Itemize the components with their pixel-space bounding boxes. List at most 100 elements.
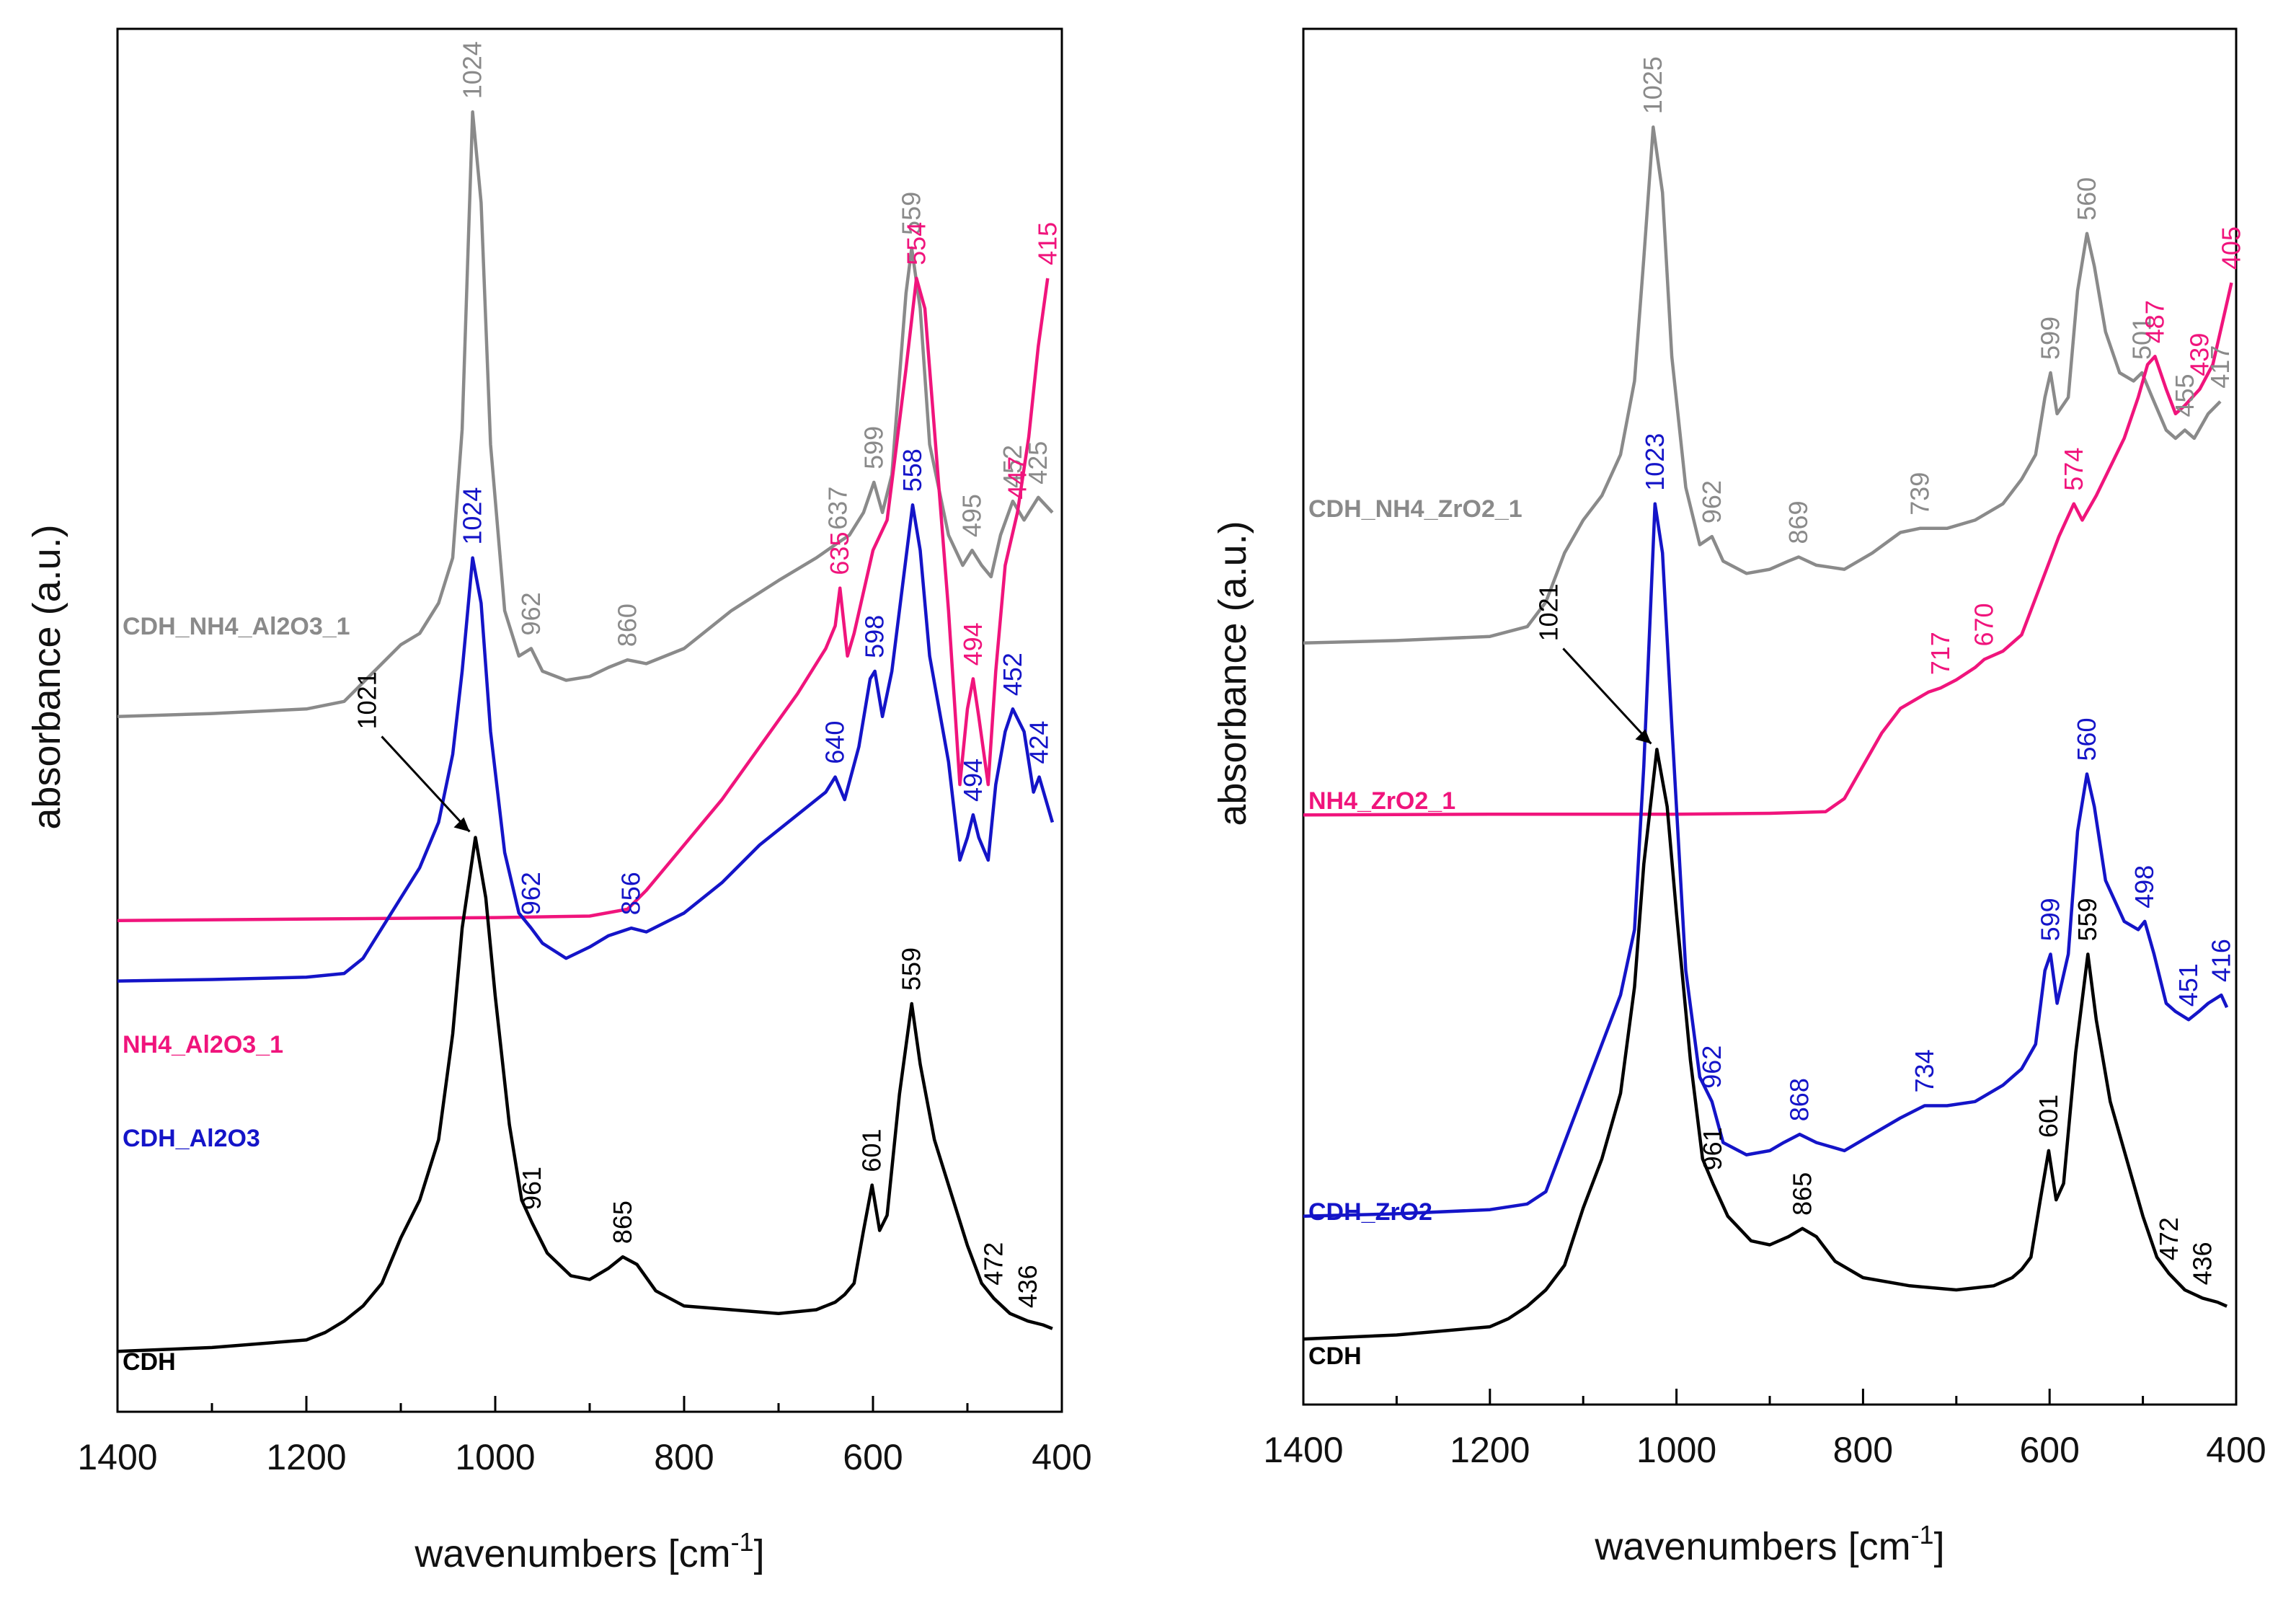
peak-label: 1024 xyxy=(458,487,487,545)
peak-label: 601 xyxy=(2034,1095,2063,1138)
peak-label: 670 xyxy=(1969,603,1999,646)
peak-arrow xyxy=(381,735,471,833)
peak-label: 447 xyxy=(1002,456,1032,500)
x-tick-label: 1400 xyxy=(1263,1430,1343,1470)
series-label: NH4_Al2O3_1 xyxy=(123,1031,283,1058)
peak-label: 599 xyxy=(2035,317,2065,360)
peak-label: 405 xyxy=(2217,226,2246,270)
peak-label: 494 xyxy=(958,759,988,802)
series-label: CDH_NH4_Al2O3_1 xyxy=(123,613,350,640)
peak-label: 961 xyxy=(517,1167,546,1210)
x-axis-title: wavenumbers [cm-1] xyxy=(1594,1520,1944,1568)
peak-label: 472 xyxy=(979,1242,1009,1286)
plot-frame xyxy=(1302,27,2238,1406)
x-tick-label: 800 xyxy=(654,1437,714,1477)
peak-label: 865 xyxy=(608,1201,637,1244)
peak-label: 856 xyxy=(616,872,646,915)
series-label: NH4_ZrO2_1 xyxy=(1308,787,1455,815)
peak-label: 498 xyxy=(2129,865,2159,908)
peak-label: 487 xyxy=(2140,300,2169,343)
peak-label: 598 xyxy=(860,615,890,658)
peak-label: 416 xyxy=(2206,939,2235,982)
x-tick-label: 400 xyxy=(1032,1437,1091,1477)
x-tick-label: 1000 xyxy=(455,1437,535,1477)
peak-label: 962 xyxy=(516,592,546,635)
peak-arrow-head xyxy=(1635,729,1652,744)
x-tick-label: 1200 xyxy=(266,1437,346,1477)
x-axis-title: wavenumbers [cm-1] xyxy=(414,1527,764,1575)
series-line-nh4-al2o3-1 xyxy=(117,276,1050,922)
peak-label: 559 xyxy=(897,192,926,235)
peak-label: 717 xyxy=(1925,632,1955,675)
peak-label: 868 xyxy=(1784,1078,1814,1121)
peak-label: 1023 xyxy=(1640,433,1670,491)
peak-label: 1021 xyxy=(352,671,381,729)
peak-label: 961 xyxy=(1698,1127,1727,1170)
peak-label: 599 xyxy=(859,426,888,469)
peak-label: 501 xyxy=(2127,317,2156,360)
series-line-nh4-zro2-1 xyxy=(1303,282,2233,817)
peak-label: 1024 xyxy=(458,41,487,99)
peak-label: 452 xyxy=(998,445,1027,488)
peak-label: 451 xyxy=(2173,963,2203,1007)
peak-label: 452 xyxy=(998,653,1027,696)
x-tick-label: 400 xyxy=(2206,1430,2266,1470)
peak-label: 560 xyxy=(2072,717,2101,761)
series-line-cdh xyxy=(1303,748,2228,1341)
series-label: CDH_Al2O3 xyxy=(123,1125,260,1152)
peak-label: 436 xyxy=(1013,1265,1042,1308)
series-line-cdh-zro2 xyxy=(1303,502,2229,1219)
peak-label: 1025 xyxy=(1638,56,1667,114)
peak-label: 425 xyxy=(1023,441,1052,485)
y-axis-title: absorbance (a.u.) xyxy=(1211,521,1254,826)
peak-label: 860 xyxy=(612,603,642,647)
peak-label: 494 xyxy=(958,622,988,666)
x-tick-label: 1000 xyxy=(1636,1430,1716,1470)
peak-label: 558 xyxy=(897,448,927,492)
x-tick-label: 1400 xyxy=(77,1437,157,1477)
series-label: CDH xyxy=(1308,1343,1362,1370)
peak-label: 962 xyxy=(516,872,546,915)
series-label: CDH_ZrO2 xyxy=(1308,1198,1432,1226)
peak-label: 640 xyxy=(820,721,850,764)
peak-label: 1021 xyxy=(1533,583,1563,641)
peak-label: 637 xyxy=(823,487,853,530)
x-tick-label: 800 xyxy=(1833,1430,1893,1470)
peak-label: 599 xyxy=(2035,898,2065,941)
x-tick-label: 600 xyxy=(2019,1430,2079,1470)
peak-label: 739 xyxy=(1905,472,1934,516)
peak-label: 417 xyxy=(2205,345,2235,389)
right-chart-panel: 1400 1200 1000 800 600 400 wavenumbers [cm-1] a… xyxy=(1211,27,2266,1568)
x-tick-label: 600 xyxy=(843,1437,903,1477)
peak-label: 559 xyxy=(2073,898,2102,941)
peak-label: 424 xyxy=(1024,721,1054,764)
peak-label: 734 xyxy=(1910,1049,1939,1092)
x-tick-label: 1200 xyxy=(1450,1430,1530,1470)
peak-label: 472 xyxy=(2154,1217,2184,1260)
peak-label: 869 xyxy=(1783,500,1813,544)
peak-label: 559 xyxy=(897,947,926,991)
series-line-cdh-nh4-zro2-1 xyxy=(1303,125,2222,645)
peak-label: 436 xyxy=(2187,1242,2217,1285)
peak-label: 601 xyxy=(857,1128,887,1172)
peak-label: 962 xyxy=(1697,1045,1727,1089)
left-chart-panel: 1400 1200 1000 800 600 400 wavenumbers [cm-1] a… xyxy=(25,27,1092,1575)
series-line-cdh-nh4-al2o3-1 xyxy=(117,110,1054,719)
series-label: CDH_NH4_ZrO2_1 xyxy=(1308,495,1522,523)
series-line-cdh-al2o3 xyxy=(117,503,1055,983)
peak-label: 635 xyxy=(825,532,854,575)
peak-label: 962 xyxy=(1697,480,1727,523)
series-label: CDH xyxy=(123,1348,176,1376)
peak-label: 865 xyxy=(1787,1172,1817,1216)
peak-label: 574 xyxy=(2059,448,2088,491)
peak-label: 455 xyxy=(2170,373,2199,417)
y-axis-title: absorbance (a.u.) xyxy=(25,524,68,829)
peak-label: 560 xyxy=(2072,177,2101,221)
peak-label: 554 xyxy=(901,222,931,265)
peak-label: 495 xyxy=(957,494,987,537)
peak-label: 415 xyxy=(1032,222,1062,265)
peak-label: 439 xyxy=(2185,333,2215,376)
peak-arrow xyxy=(1562,647,1652,745)
series-line-cdh xyxy=(117,836,1053,1353)
